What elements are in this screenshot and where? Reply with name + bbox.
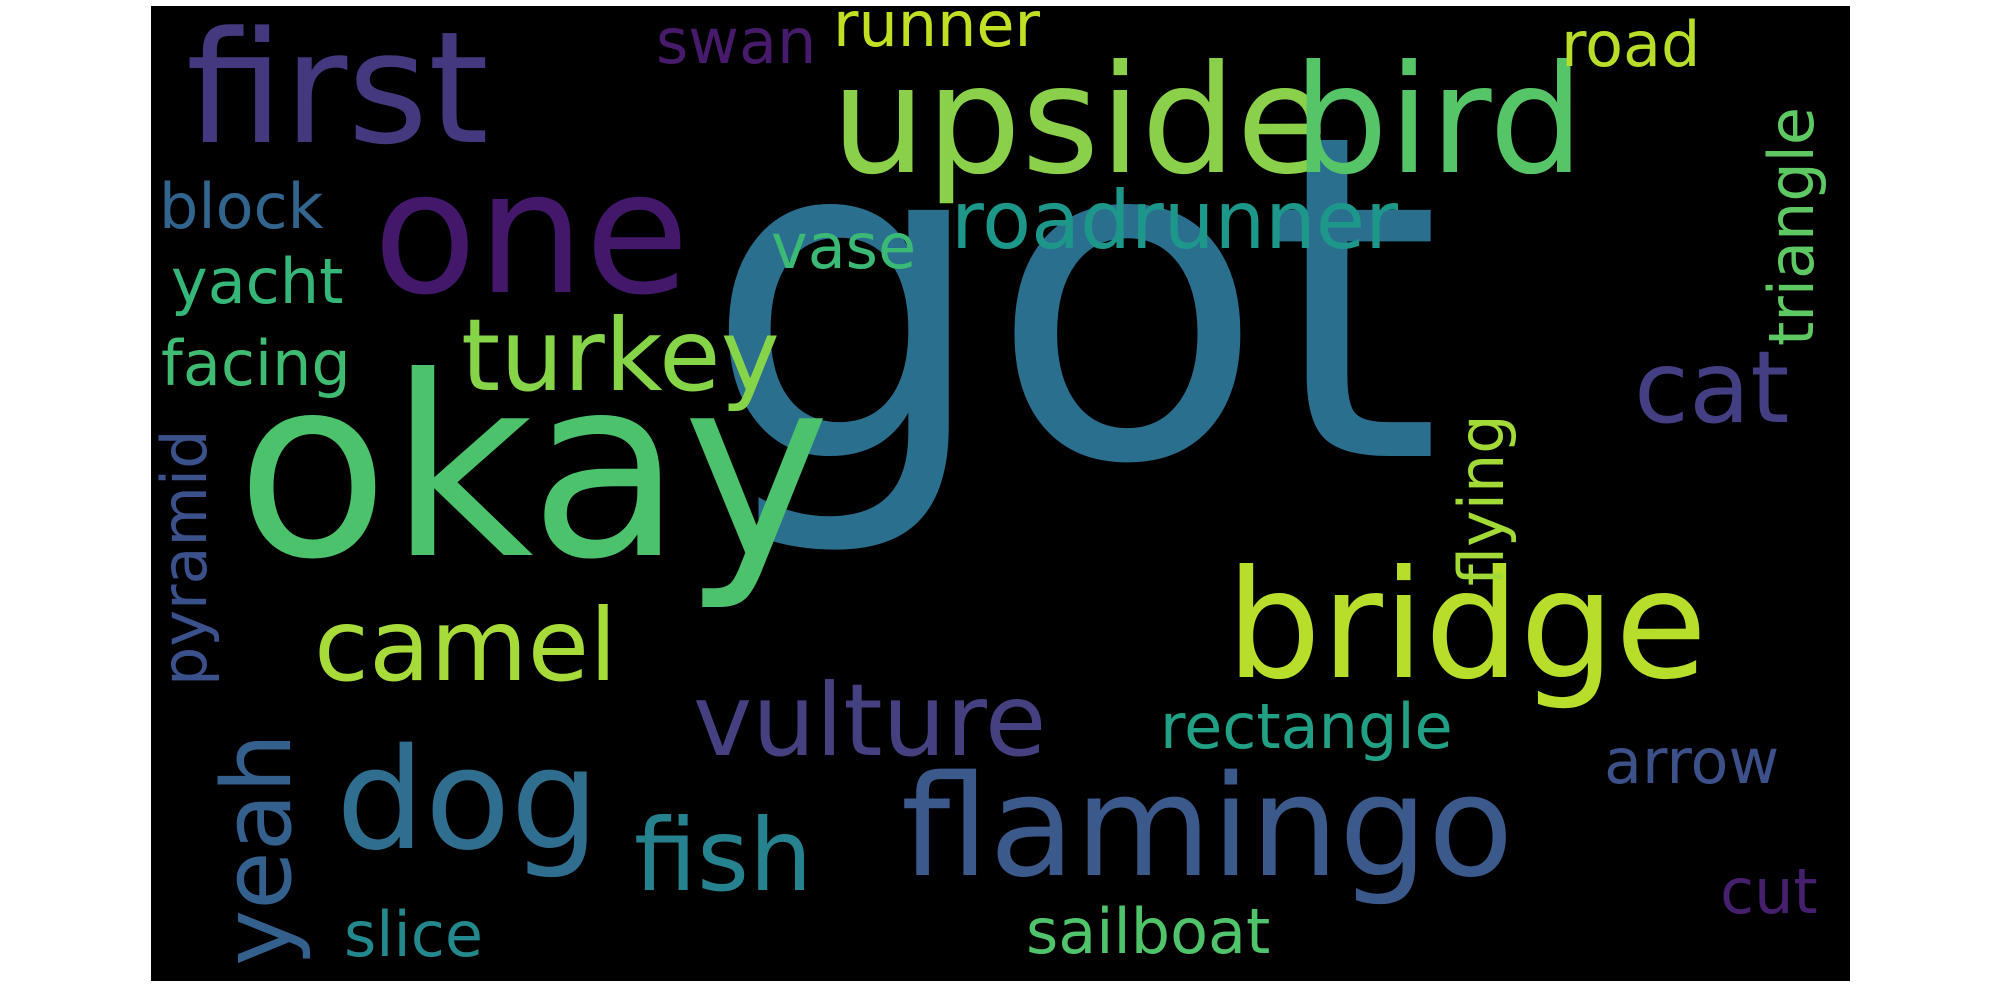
word-got: got bbox=[704, 39, 1442, 563]
word-cat: cat bbox=[1634, 329, 1790, 446]
word-vase: vase bbox=[771, 210, 917, 283]
word-pyramid: pyramid bbox=[151, 429, 221, 686]
word-fish: fish bbox=[634, 797, 813, 914]
word-triangle: triangle bbox=[1755, 106, 1828, 346]
word-camel: camel bbox=[314, 587, 617, 704]
word-rectangle: rectangle bbox=[1160, 690, 1453, 763]
word-roadrunner: roadrunner bbox=[951, 174, 1398, 267]
word-bird: bird bbox=[1293, 34, 1585, 208]
word-sailboat: sailboat bbox=[1026, 895, 1271, 968]
word-road: road bbox=[1561, 8, 1701, 81]
word-runner: runner bbox=[833, 6, 1041, 61]
word-yacht: yacht bbox=[171, 245, 344, 318]
word-arrow: arrow bbox=[1604, 725, 1780, 798]
word-upside: upside bbox=[831, 34, 1329, 208]
word-cut: cut bbox=[1720, 855, 1818, 928]
word-turkey: turkey bbox=[461, 297, 780, 414]
word-bridge: bridge bbox=[1226, 539, 1708, 713]
word-swan: swan bbox=[656, 6, 817, 78]
word-vulture: vulture bbox=[693, 662, 1047, 779]
word-block: block bbox=[159, 170, 324, 243]
word-facing: facing bbox=[161, 327, 351, 400]
word-flying: flying bbox=[1445, 414, 1518, 586]
word-dog: dog bbox=[336, 719, 600, 882]
word-okay: okay bbox=[236, 323, 831, 614]
word-cloud-canvas: got okay one first upside bird bridge fl… bbox=[151, 6, 1850, 981]
word-slice: slice bbox=[344, 898, 483, 971]
word-flamingo: flamingo bbox=[901, 746, 1514, 909]
word-yeah: yeah bbox=[203, 732, 313, 966]
word-first: first bbox=[186, 6, 489, 179]
word-one: one bbox=[373, 135, 690, 333]
